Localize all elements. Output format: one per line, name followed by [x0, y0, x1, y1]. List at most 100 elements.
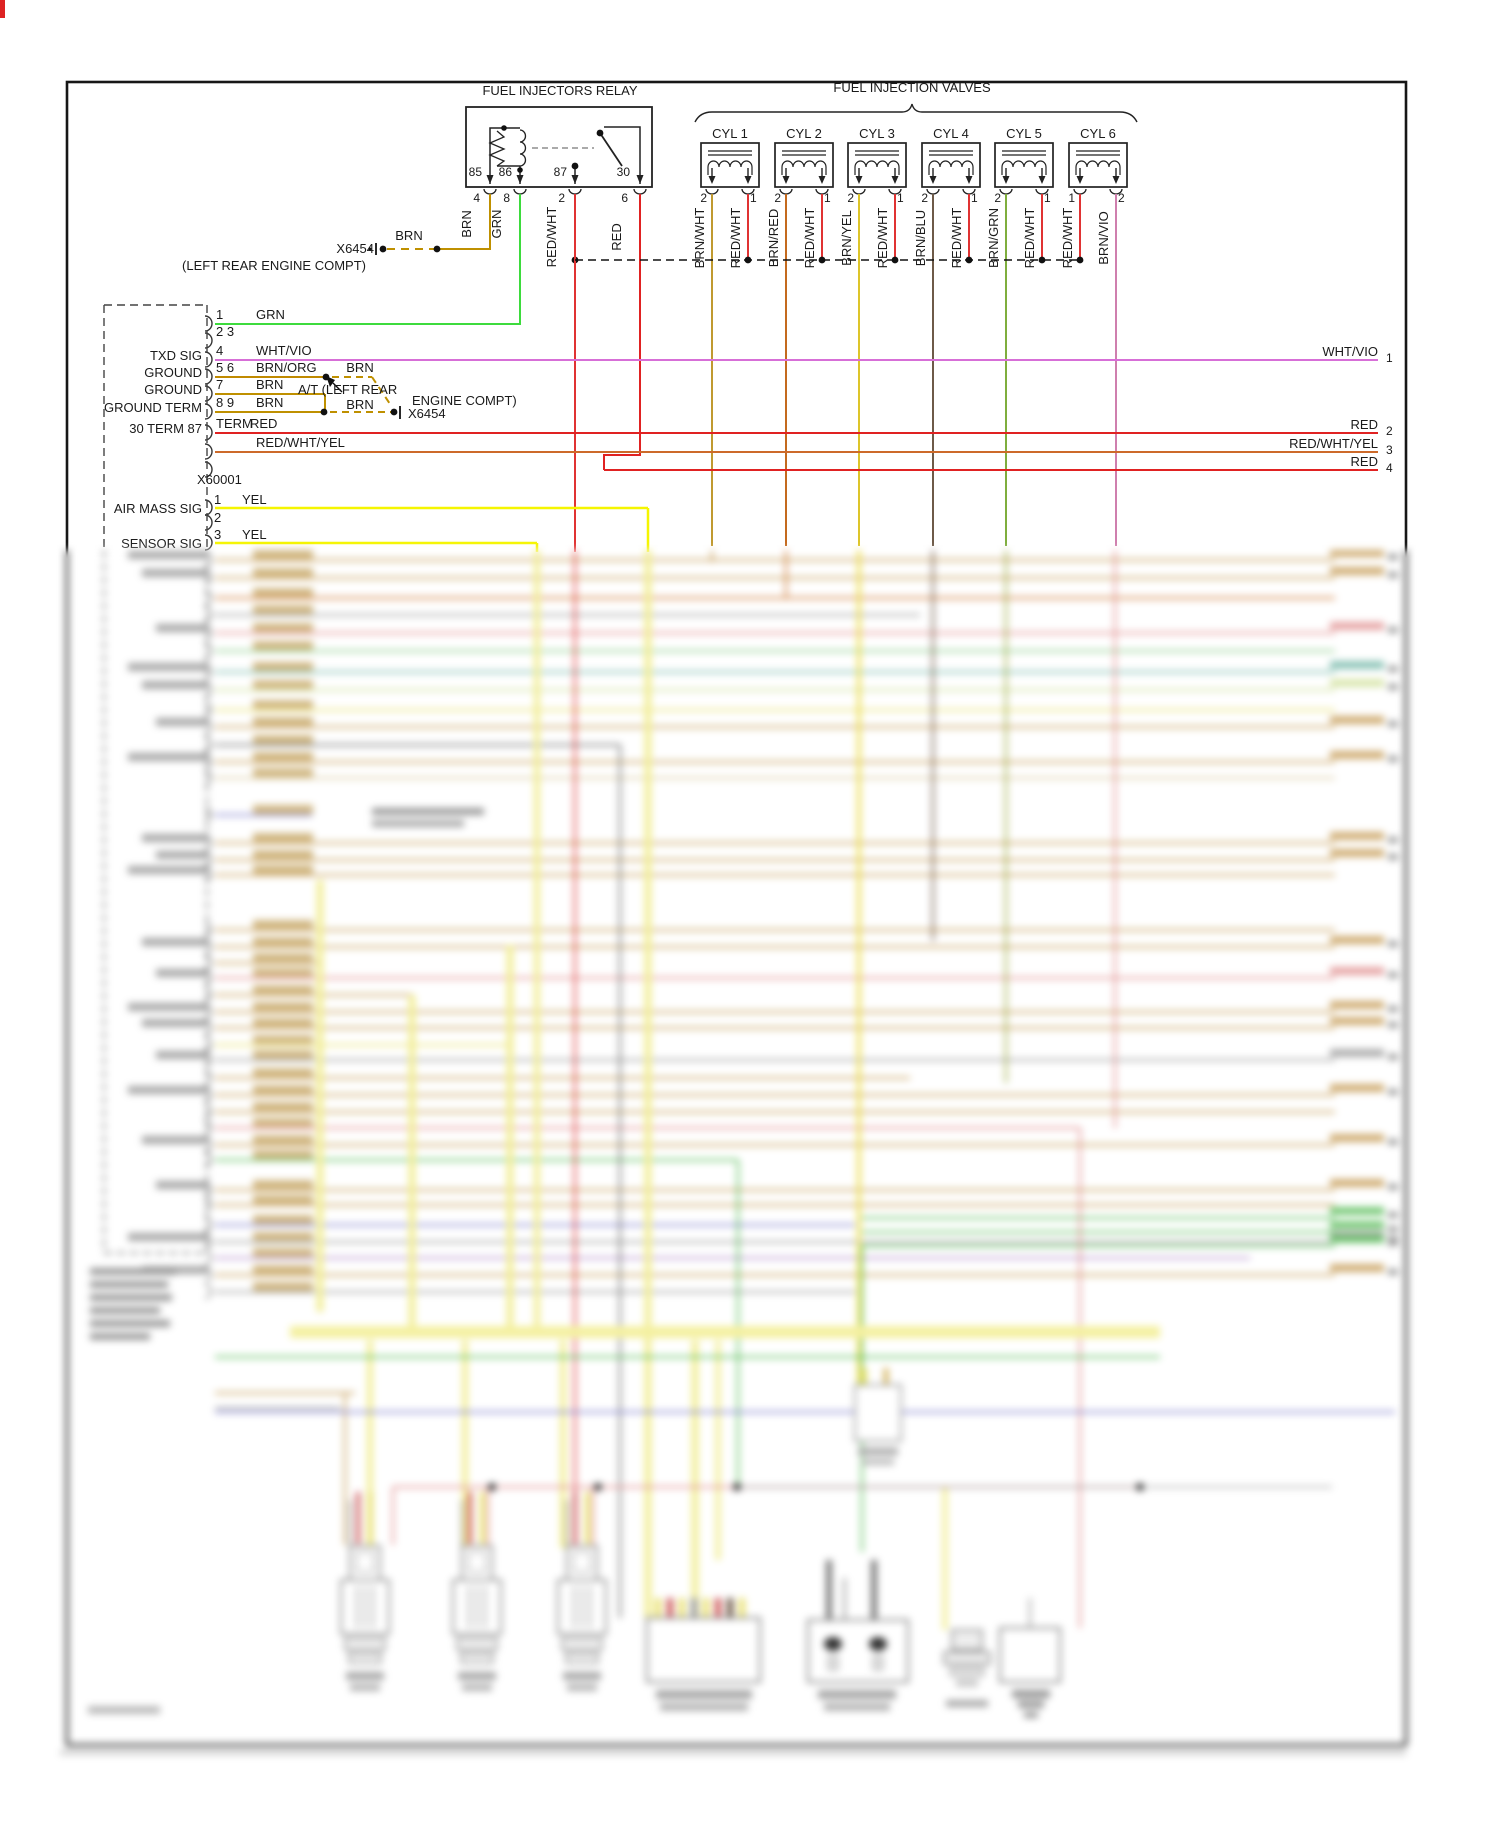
cyl5-wire-left: BRN/GRN: [986, 208, 1001, 268]
right-wire-red-2: RED: [1350, 417, 1378, 432]
label-sensor-sig: SENSOR SIG: [121, 536, 202, 551]
ecu-wire-redwhtyel: RED/WHT/YEL: [256, 435, 345, 450]
cyl6-label: CYL 6: [1080, 126, 1116, 141]
ecu-label-30-term-87: 30 TERM 87: [129, 421, 202, 436]
ecu-label-ground-1: GROUND: [144, 365, 202, 380]
cyl6-wire-right: BRN/VIO: [1096, 211, 1111, 265]
ecu-label-txd-sig: TXD SIG: [149, 348, 202, 363]
blurred-linework: [60, 550, 1408, 1755]
cyl2-label: CYL 2: [786, 126, 822, 141]
cyl1-wire-right: RED/WHT: [728, 207, 743, 269]
sensor-pin-2: 2: [214, 510, 222, 525]
cyl4-wire-left: BRN/BLU: [913, 209, 928, 267]
cyl5-label: CYL 5: [1006, 126, 1042, 141]
cyl5-pin-right: 1: [1044, 191, 1051, 205]
x6454-id: X6454: [336, 241, 374, 256]
cyl2-wire-left: BRN/RED: [766, 208, 781, 268]
relay-wire-grn: GRN: [489, 209, 504, 239]
injector-wires: [571, 194, 1117, 546]
relay-terminal-86: 86: [498, 165, 512, 179]
cyl4-wire-right: RED/WHT: [949, 207, 964, 269]
blurred-diagram-canvas: [60, 550, 1408, 1755]
sensor-pin-3: 3: [214, 527, 222, 542]
ecu-wire-red: RED: [250, 416, 278, 431]
cyl6-wire-left: RED/WHT: [1060, 207, 1075, 269]
relay-wires: [215, 194, 1378, 552]
cyl4-pin-right: 1: [971, 191, 978, 205]
blurred-components: [340, 1368, 1062, 1718]
ecu-wire-brnorg: BRN/ORG: [256, 360, 317, 375]
cyl1-pin-right: 1: [750, 191, 757, 205]
label-air-mass-sig: AIR MASS SIG: [113, 501, 202, 516]
fuel-injection-valves-brace: [694, 103, 1138, 123]
cyl3-wire-left: BRN/YEL: [839, 210, 854, 266]
sensor-wire-yel-1: YEL: [242, 492, 267, 507]
cyl1-pin-left: 2: [700, 191, 707, 205]
ecu-pin-1: 1: [216, 307, 224, 322]
generated-symbols: [204, 142, 1128, 551]
ecu-wire-grn: GRN: [256, 307, 285, 322]
cyl4-pin-left: 2: [921, 191, 928, 205]
cyl3-pin-right: 1: [897, 191, 904, 205]
relay-wire-redwht: RED/WHT: [544, 206, 559, 268]
cyl5-wire-right: RED/WHT: [1022, 207, 1037, 269]
injector-cyl-4: [921, 142, 981, 195]
ecu-pin-23: 2 3: [216, 324, 235, 339]
at-note-x6454: X6454: [408, 406, 446, 421]
right-wire-redwhtyel: RED/WHT/YEL: [1289, 436, 1378, 451]
ecu-pin-term: TERM: [216, 416, 253, 431]
ecu-pin-89: 8 9: [216, 395, 235, 410]
cyl1-label: CYL 1: [712, 126, 748, 141]
x60001-id: X60001: [197, 472, 242, 487]
sensor-wire-yel-3: YEL: [242, 527, 267, 542]
right-num-3: 3: [1386, 443, 1393, 457]
cyl5-pin-left: 2: [994, 191, 1001, 205]
ecu-pin-4: 4: [216, 343, 224, 358]
ecu-wire-whtvio: WHT/VIO: [256, 343, 312, 358]
cyl3-wire-right: RED/WHT: [875, 207, 890, 269]
cyl2-pin-right: 1: [824, 191, 831, 205]
corner-mark: [0, 0, 5, 18]
relay-terminal-30: 30: [616, 165, 630, 179]
right-num-2: 2: [1386, 424, 1393, 438]
ecu-label-ground-term: GROUND TERM: [104, 400, 202, 415]
relay-pin-2: 2: [558, 191, 565, 205]
blurred-diagram-region: [0, 550, 1500, 1828]
relay-pin-8: 8: [503, 191, 510, 205]
x6454-location: (LEFT REAR ENGINE COMPT): [182, 258, 366, 273]
cyl1-wire-left: BRN/WHT: [692, 207, 707, 269]
at-note-brn-2: BRN: [346, 397, 374, 412]
relay-terminal-85: 85: [468, 165, 482, 179]
at-note-line1: A/T (LEFT REAR: [298, 382, 398, 397]
cyl6-pin-right: 2: [1118, 191, 1125, 205]
injector-cyl-6: [1068, 142, 1128, 195]
right-num-1: 1: [1386, 351, 1393, 365]
at-note-line2: ENGINE COMPT): [412, 393, 517, 408]
cyl3-label: CYL 3: [859, 126, 895, 141]
relay-pin-6: 6: [621, 191, 628, 205]
ecu-wire-brn89: BRN: [256, 395, 284, 410]
ecu-pin-7: 7: [216, 377, 224, 392]
relay-terminal-87: 87: [553, 165, 567, 179]
relay-title: FUEL INJECTORS RELAY: [482, 83, 638, 98]
at-note-brn-1: BRN: [346, 360, 374, 375]
ecu-label-ground-2: GROUND: [144, 382, 202, 397]
ecu-connector: [103, 304, 1378, 552]
cyl6-pin-left: 1: [1068, 191, 1075, 205]
injector-cyl-2: [774, 142, 834, 195]
cyl2-pin-left: 2: [774, 191, 781, 205]
x6454-wire-label: BRN: [395, 228, 423, 243]
relay-wire-brn: BRN: [459, 210, 474, 238]
cyl4-label: CYL 4: [933, 126, 969, 141]
valves-title: FUEL INJECTION VALVES: [833, 80, 991, 95]
right-wire-red-4: RED: [1350, 454, 1378, 469]
relay-pin-4: 4: [473, 191, 480, 205]
right-wire-whtvio: WHT/VIO: [1322, 344, 1378, 359]
relay-wire-red: RED: [609, 223, 624, 251]
cyl3-pin-left: 2: [847, 191, 854, 205]
right-num-4: 4: [1386, 461, 1393, 475]
sensor-pin-1: 1: [214, 492, 222, 507]
ecu-pin-56: 5 6: [216, 360, 235, 375]
cyl2-wire-right: RED/WHT: [802, 207, 817, 269]
